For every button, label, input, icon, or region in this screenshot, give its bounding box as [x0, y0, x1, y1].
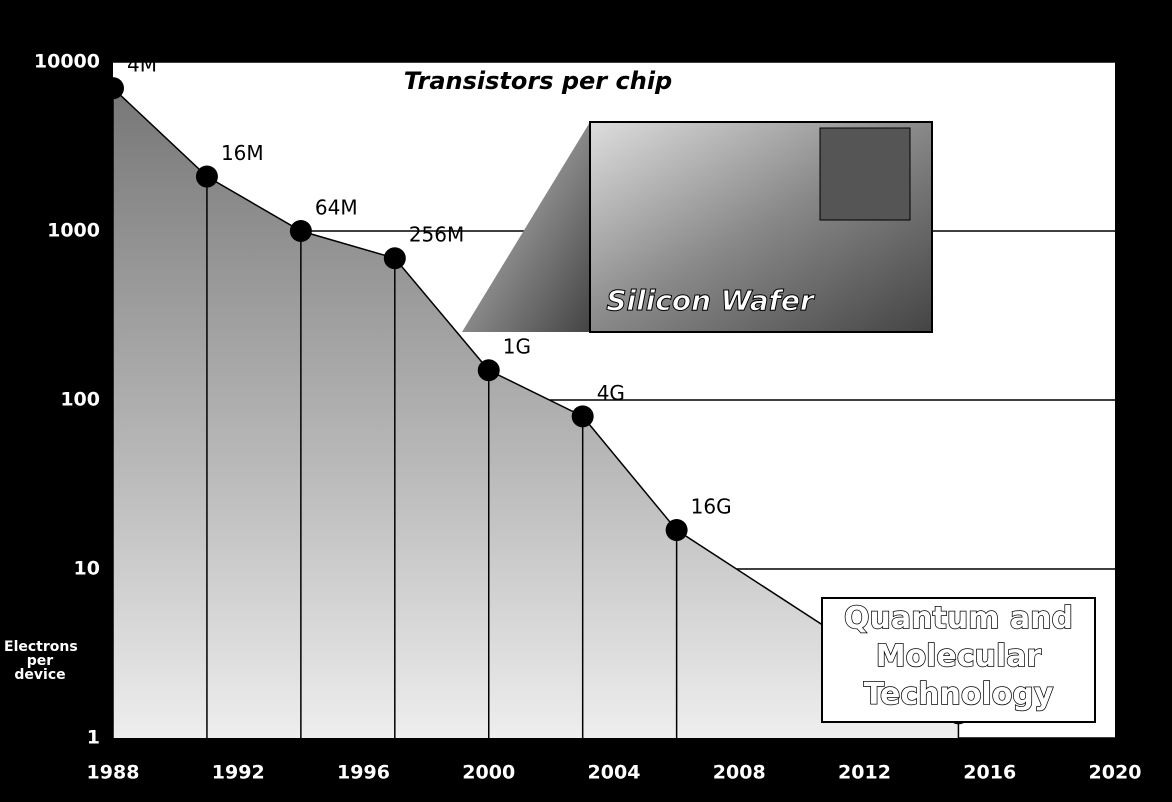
y-axis-label: Electrons per device	[4, 640, 76, 682]
y-tick-label: 100	[60, 389, 100, 411]
point-label: 16G	[691, 495, 732, 519]
point	[102, 77, 124, 99]
wafer-inset	[820, 128, 910, 220]
point	[196, 166, 218, 188]
x-tick-label: 2004	[588, 762, 641, 784]
point-label: 4M	[127, 53, 157, 77]
x-tick-label: 2008	[713, 762, 766, 784]
x-tick-label: 2020	[1089, 762, 1142, 784]
point	[666, 519, 688, 541]
point	[290, 220, 312, 242]
point-label: 256M	[409, 223, 464, 247]
chart: 4M 16M 64M 256M 1G 4G 16G Silicon Wafer Quantu…	[0, 0, 1172, 802]
chart-title: Transistors per chip	[404, 67, 672, 95]
x-tick-label: 1996	[337, 762, 390, 784]
point	[478, 359, 500, 381]
y-tick-label: 10	[74, 558, 100, 580]
y-tick-label: 10000	[34, 51, 100, 73]
point-label: 4G	[597, 381, 625, 405]
x-tick-label: 1992	[212, 762, 265, 784]
y-label-wrap: Electrons per device	[4, 640, 104, 700]
point-label: 64M	[315, 196, 358, 220]
x-tick-label: 2000	[462, 762, 515, 784]
quantum-wrap: Quantum and Molecular Technology	[822, 600, 1095, 720]
x-tick-label: 2012	[838, 762, 891, 784]
point-label: 1G	[503, 335, 531, 359]
quantum-label: Quantum and Molecular Technology	[822, 600, 1095, 714]
y-tick-label: 1	[87, 727, 100, 749]
point-label: 16M	[221, 141, 264, 165]
wafer-label: Silicon Wafer	[606, 284, 816, 317]
point	[384, 247, 406, 269]
x-tick-label: 2016	[963, 762, 1016, 784]
point	[572, 405, 594, 427]
x-tick-label: 1988	[87, 762, 140, 784]
y-tick-label: 1000	[47, 220, 100, 242]
